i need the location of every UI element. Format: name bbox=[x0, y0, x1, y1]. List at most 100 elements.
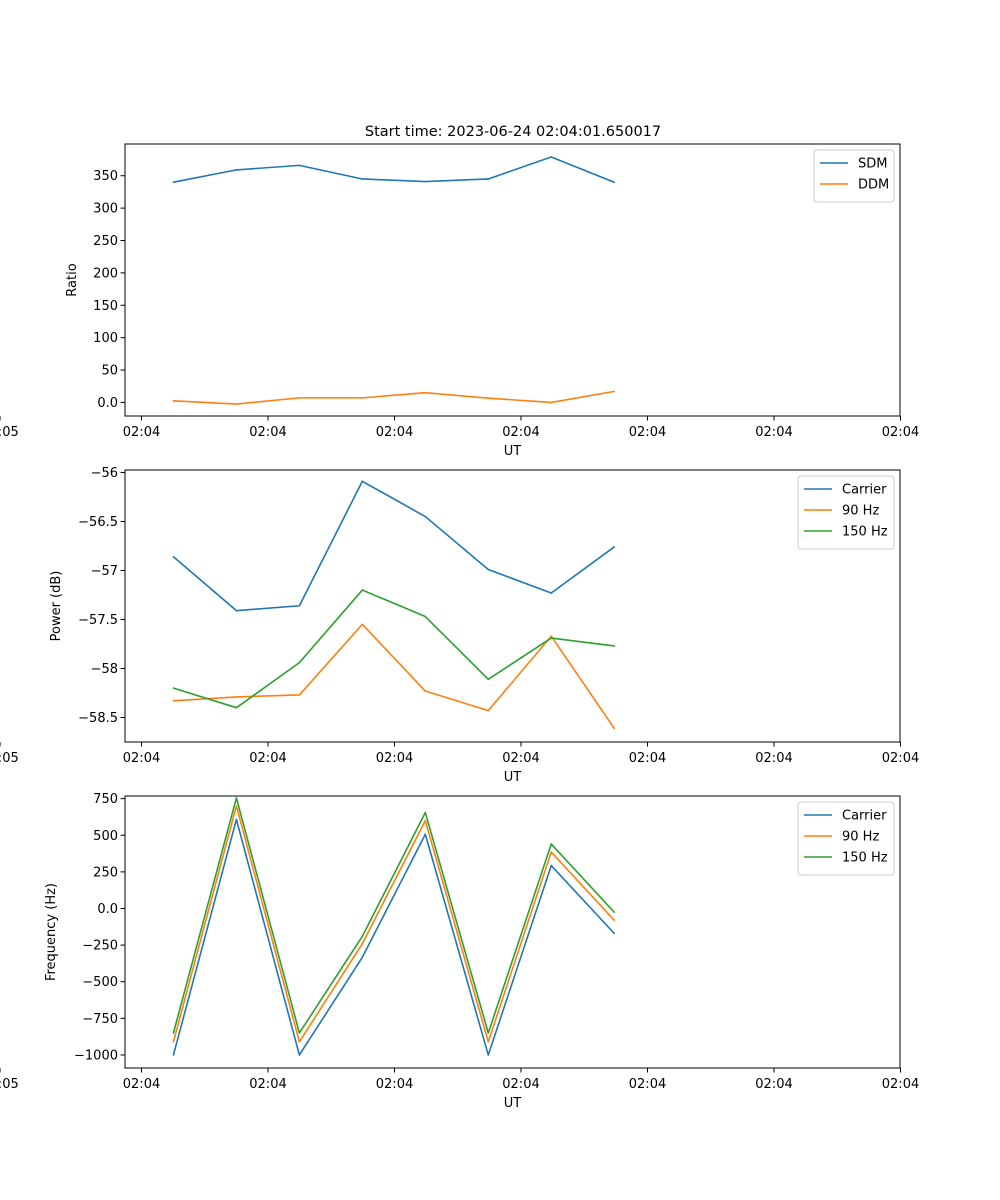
data-point bbox=[550, 401, 553, 404]
data-point bbox=[424, 833, 427, 836]
data-point bbox=[613, 546, 616, 548]
y-tick-label: −56 bbox=[91, 466, 118, 481]
data-point bbox=[424, 690, 427, 692]
y-tick-label: 750 bbox=[93, 792, 118, 807]
y-tick-label: 100 bbox=[93, 331, 118, 346]
data-point bbox=[361, 935, 364, 938]
data-point bbox=[487, 1040, 490, 1043]
data-point bbox=[550, 864, 553, 867]
data-point bbox=[235, 403, 238, 405]
series-line-carrier bbox=[172, 480, 615, 612]
y-tick-label: 250 bbox=[93, 865, 118, 880]
data-point bbox=[361, 956, 364, 959]
data-point bbox=[172, 1040, 175, 1043]
legend-label: 90 Hz bbox=[842, 830, 879, 845]
data-point bbox=[172, 1054, 175, 1056]
data-point bbox=[235, 706, 238, 709]
data-point bbox=[550, 851, 553, 853]
data-point bbox=[487, 568, 490, 571]
data-point bbox=[424, 811, 427, 814]
data-point bbox=[172, 399, 175, 402]
x-tick-label: 02:04 bbox=[376, 425, 413, 440]
x-tick-label: 02:04 bbox=[249, 1077, 286, 1092]
axes-frame bbox=[124, 143, 901, 417]
data-point bbox=[487, 397, 490, 399]
data-point bbox=[613, 645, 616, 647]
y-axis-label: Ratio bbox=[65, 263, 80, 296]
legend-label: Carrier bbox=[842, 483, 887, 498]
panel-1: 02:04 02:04 02:04 02:04 02:04 02:04 02:04 02:05… bbox=[0, 143, 919, 459]
x-tick-label: 02:04 bbox=[502, 751, 539, 766]
x-tick-label: 02:04 bbox=[502, 1077, 539, 1092]
data-point bbox=[361, 178, 364, 180]
x-tick-label: 02:04 bbox=[502, 425, 539, 440]
data-point bbox=[550, 843, 553, 845]
data-point bbox=[550, 635, 553, 637]
data-point bbox=[298, 694, 301, 696]
data-point bbox=[613, 727, 616, 730]
legend-label: 150 Hz bbox=[842, 851, 888, 866]
y-tick-label: −57.5 bbox=[78, 613, 118, 628]
legend-label: Carrier bbox=[842, 809, 887, 824]
data-point bbox=[298, 1054, 301, 1056]
y-tick-label: 350 bbox=[93, 169, 118, 184]
y-tick-label: 500 bbox=[93, 829, 118, 844]
data-point bbox=[172, 1032, 175, 1034]
series-line-90-hz bbox=[173, 623, 615, 729]
y-axis-label: Frequency (Hz) bbox=[44, 883, 59, 981]
legend-label: 150 Hz bbox=[842, 525, 888, 540]
x-tick-label: 02:04 bbox=[629, 751, 666, 766]
data-point bbox=[487, 678, 490, 681]
data-point bbox=[298, 661, 301, 664]
data-point bbox=[172, 687, 175, 689]
x-axis-label: UT bbox=[504, 1096, 522, 1111]
data-point bbox=[361, 623, 364, 626]
series-line-90-hz bbox=[172, 805, 615, 1043]
y-tick-label: −57 bbox=[91, 564, 118, 579]
x-tick-label: 02:04 bbox=[629, 1077, 666, 1092]
data-point bbox=[487, 178, 490, 180]
data-point bbox=[424, 180, 427, 183]
series-line-ddm bbox=[173, 390, 615, 405]
y-tick-label: −500 bbox=[82, 975, 118, 990]
x-tick-label: 02:04 bbox=[249, 751, 286, 766]
series-line-150-hz bbox=[173, 589, 615, 709]
data-point bbox=[613, 932, 616, 935]
y-tick-label: −750 bbox=[82, 1012, 118, 1027]
y-axis-label: Power (dB) bbox=[49, 571, 64, 642]
data-point bbox=[613, 911, 616, 913]
data-point bbox=[487, 1032, 490, 1034]
x-tick-label: 02:05 bbox=[0, 751, 19, 766]
data-point bbox=[235, 609, 238, 612]
y-tick-label: 200 bbox=[93, 266, 118, 281]
y-tick-label: −56.5 bbox=[78, 515, 118, 530]
data-point bbox=[613, 181, 616, 184]
x-tick-label: 02:04 bbox=[882, 425, 919, 440]
data-point bbox=[361, 480, 364, 483]
data-point bbox=[424, 819, 427, 822]
data-point bbox=[298, 604, 301, 607]
data-point bbox=[613, 919, 616, 922]
series-line-sdm bbox=[173, 156, 615, 183]
x-tick-label: 02:04 bbox=[882, 1077, 919, 1092]
data-point bbox=[361, 589, 364, 591]
y-tick-label: −58.5 bbox=[78, 711, 118, 726]
series-line-150-hz bbox=[172, 797, 615, 1034]
x-tick-label: 02:04 bbox=[755, 425, 792, 440]
x-tick-label: 02:05 bbox=[0, 1077, 19, 1092]
data-point bbox=[550, 592, 553, 594]
y-tick-label: 150 bbox=[93, 299, 118, 314]
x-tick-label: 02:04 bbox=[882, 751, 919, 766]
y-tick-label: 0.0 bbox=[97, 396, 118, 411]
x-tick-label: 02:04 bbox=[376, 751, 413, 766]
legend-label: 90 Hz bbox=[842, 504, 879, 519]
figure-title: Start time: 2023-06-24 02:04:01.650017 bbox=[365, 124, 661, 140]
data-point bbox=[172, 181, 175, 184]
x-tick-label: 02:04 bbox=[755, 1077, 792, 1092]
data-point bbox=[235, 696, 238, 698]
x-tick-label: 02:04 bbox=[123, 425, 160, 440]
data-point bbox=[235, 169, 238, 171]
data-point bbox=[361, 942, 364, 945]
x-tick-label: 02:04 bbox=[123, 1077, 160, 1092]
y-tick-label: −1000 bbox=[74, 1048, 118, 1063]
